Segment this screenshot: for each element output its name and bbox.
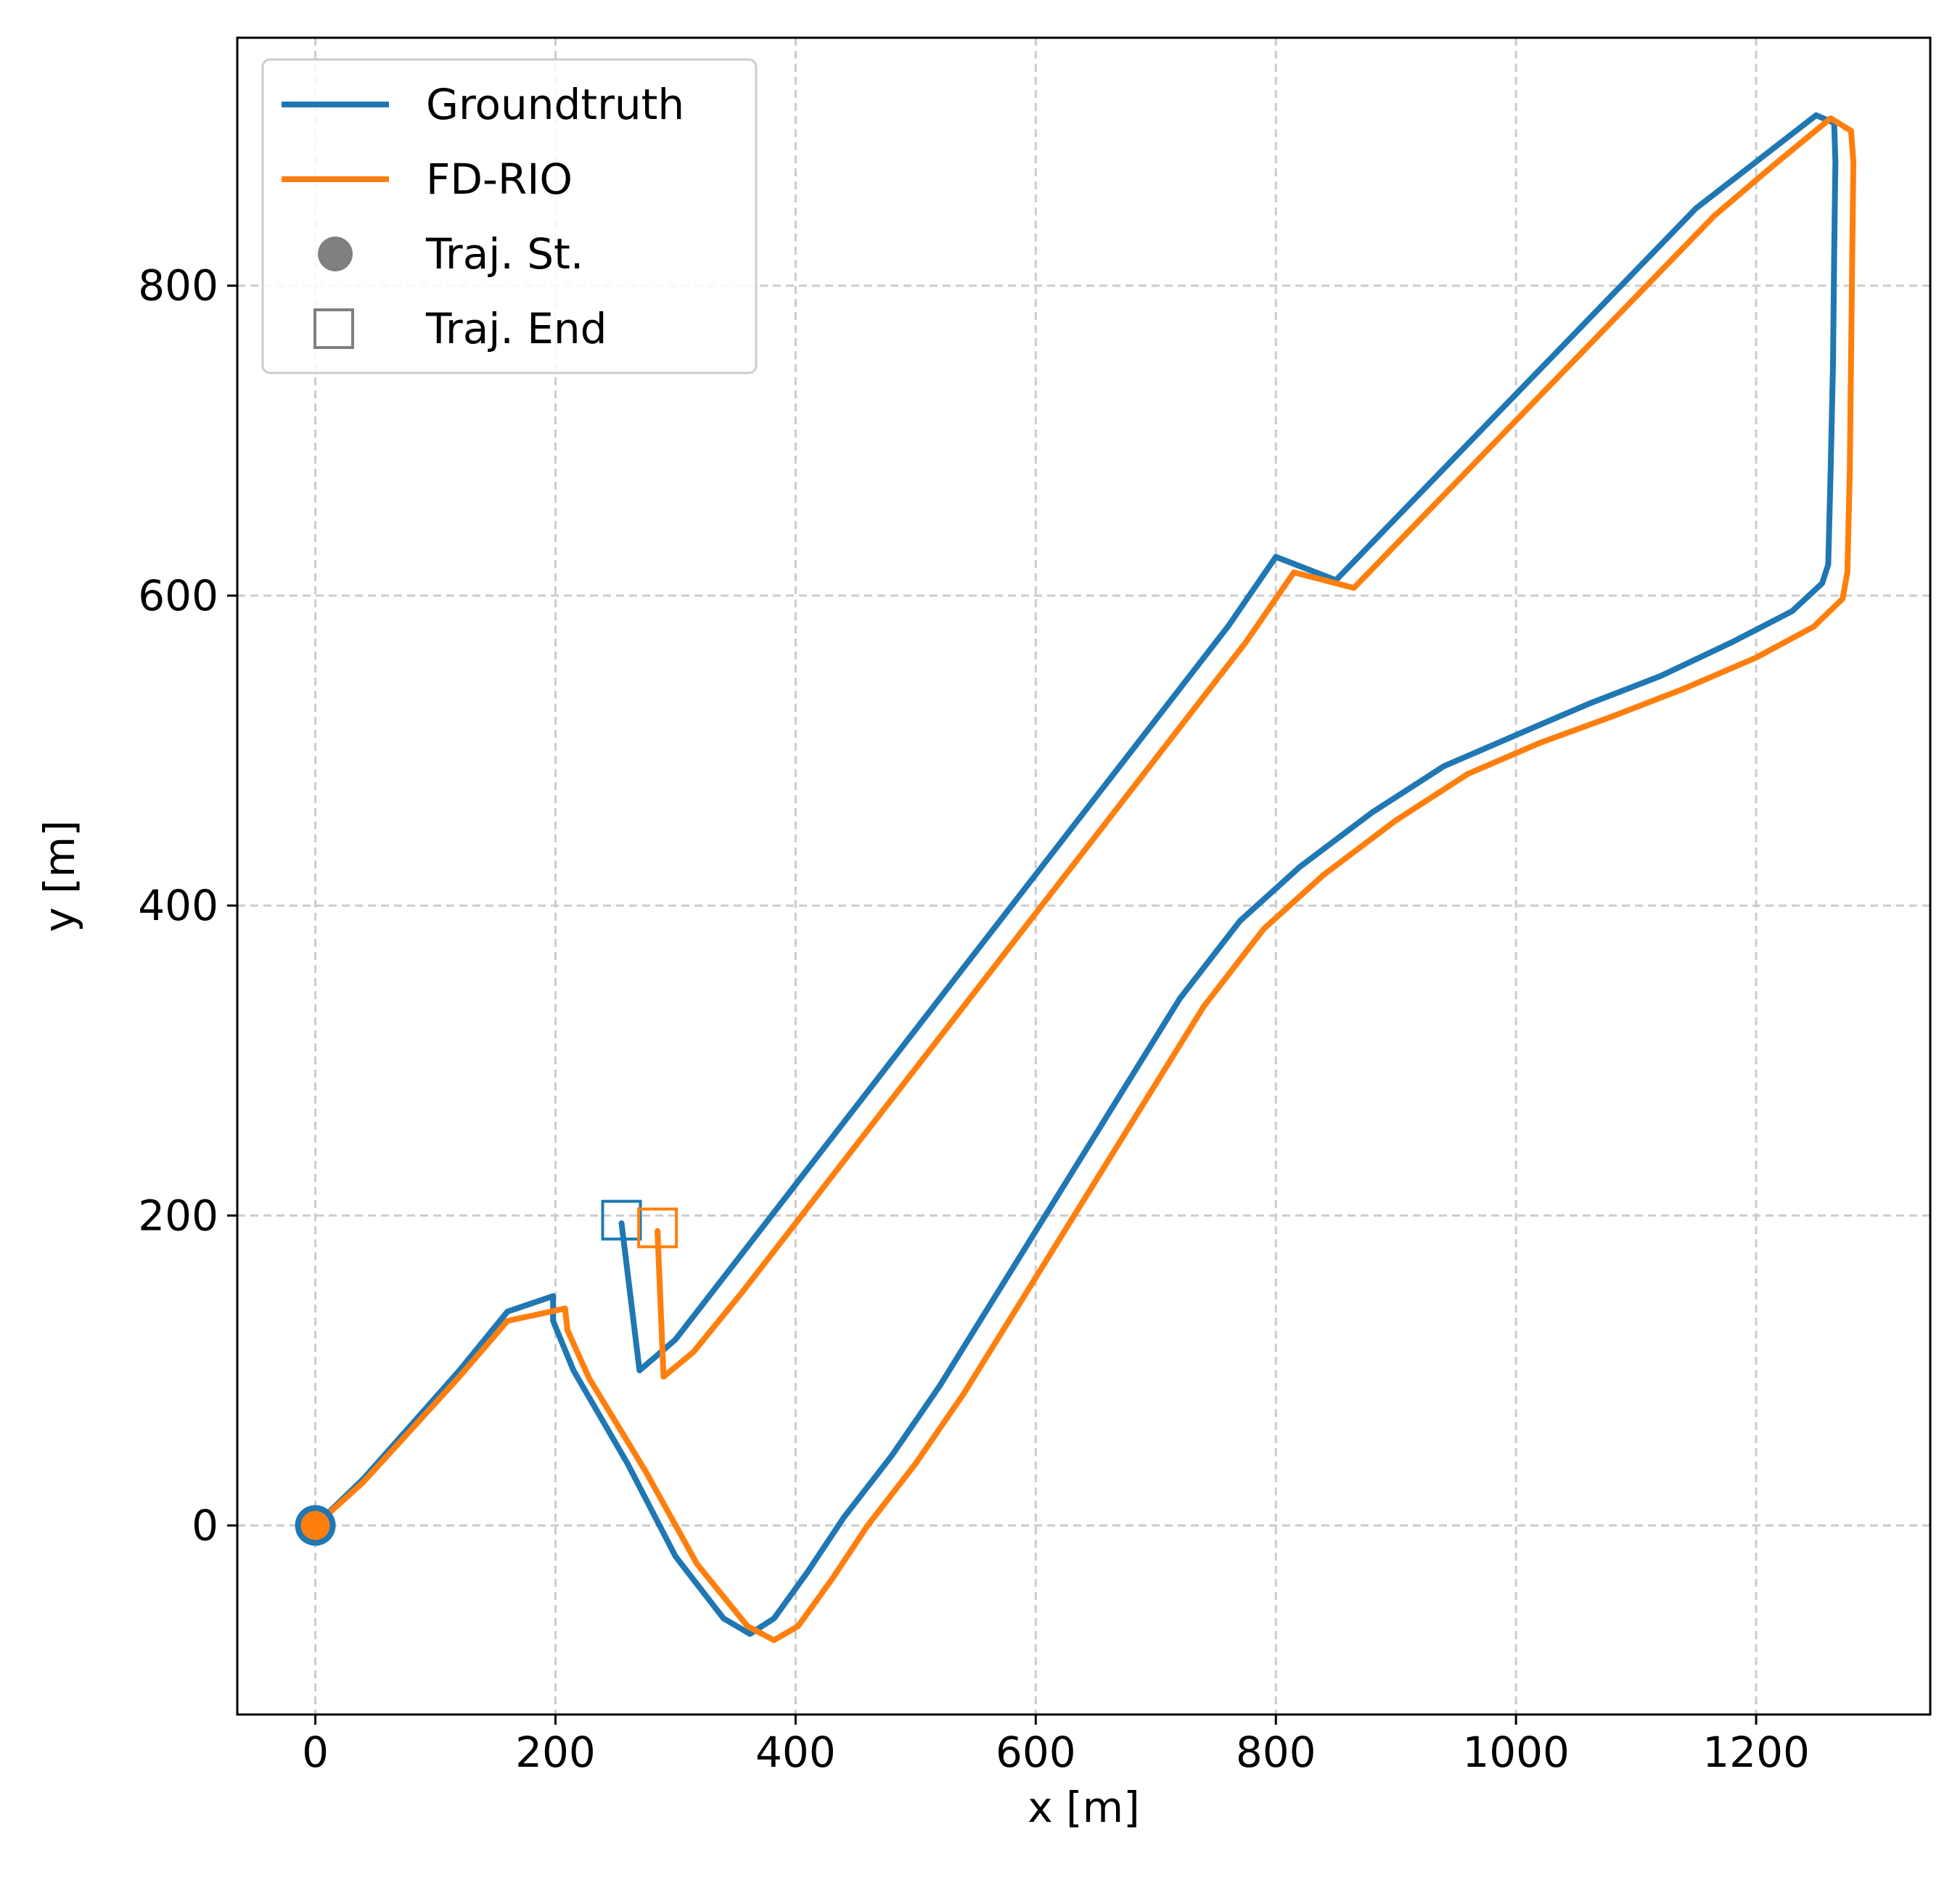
legend-circle-swatch <box>318 237 353 271</box>
series-line-fd-rio <box>312 115 1857 1643</box>
legend-box <box>261 58 758 374</box>
y-axis-label: y [m] <box>35 820 84 932</box>
x-axis-label: x [m] <box>1028 1783 1140 1832</box>
legend-square-swatch <box>313 308 354 349</box>
x-tick-label: 800 <box>1236 1728 1316 1777</box>
start-marker <box>300 1511 330 1540</box>
x-tick-label: 1000 <box>1462 1728 1570 1777</box>
x-tick-label: 200 <box>515 1728 596 1777</box>
end-marker <box>601 1199 642 1241</box>
legend-label: FD-RIO <box>426 155 573 204</box>
x-tick-label: 400 <box>755 1728 836 1777</box>
trajectory-lines <box>312 112 1857 1643</box>
y-tick-label: 0 <box>192 1500 218 1550</box>
legend-label: Groundtruth <box>426 80 684 129</box>
y-tick-label: 600 <box>138 571 218 620</box>
x-tick-label: 600 <box>996 1728 1076 1777</box>
y-tick-label: 800 <box>138 261 218 311</box>
x-tick-label: 1200 <box>1702 1728 1810 1777</box>
axes-frame <box>236 36 1932 1716</box>
y-tick-label: 400 <box>138 881 218 930</box>
legend-label: Traj. St. <box>425 229 583 279</box>
axis-ticks: 0 200 400 600 800 1000 1200 0 200 400 600 800 <box>138 261 1810 1777</box>
y-tick-label: 200 <box>138 1191 218 1240</box>
legend-label: Traj. End <box>425 304 607 353</box>
trajectory-markers <box>295 1199 678 1546</box>
end-marker <box>637 1207 678 1249</box>
legend: Groundtruth FD-RIO Traj. St. Traj. End <box>261 58 758 374</box>
series-line-groundtruth <box>312 112 1839 1637</box>
x-tick-label: 0 <box>302 1728 329 1777</box>
